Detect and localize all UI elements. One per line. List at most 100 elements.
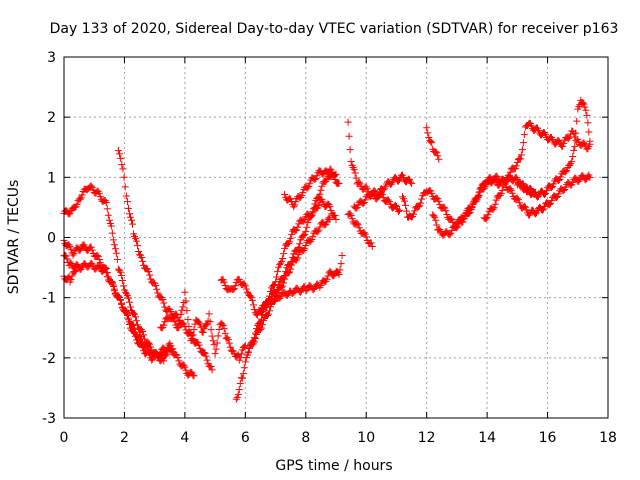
data-point bbox=[239, 370, 247, 378]
data-point bbox=[435, 155, 443, 163]
data-point bbox=[105, 216, 113, 224]
data-point bbox=[135, 248, 143, 256]
data-point bbox=[224, 336, 232, 344]
data-point bbox=[508, 189, 516, 197]
data-point bbox=[113, 256, 121, 264]
data-point bbox=[314, 228, 322, 236]
data-point bbox=[346, 146, 354, 154]
data-point bbox=[138, 335, 146, 343]
data-point bbox=[229, 347, 237, 355]
data-point bbox=[189, 331, 197, 339]
data-point bbox=[65, 241, 73, 249]
data-point bbox=[190, 326, 198, 334]
data-point bbox=[461, 213, 469, 221]
x-tick-label: 8 bbox=[301, 430, 310, 446]
data-point bbox=[267, 287, 275, 295]
series-arc-12 bbox=[344, 118, 416, 203]
data-point bbox=[190, 372, 198, 380]
x-tick-label: 6 bbox=[241, 430, 250, 446]
data-point bbox=[303, 223, 311, 231]
data-point bbox=[323, 275, 331, 283]
data-point bbox=[125, 210, 133, 218]
data-point bbox=[177, 310, 185, 318]
data-point bbox=[355, 178, 363, 186]
data-point bbox=[362, 233, 370, 241]
data-point bbox=[512, 174, 520, 182]
data-point bbox=[302, 242, 310, 250]
data-point bbox=[169, 314, 177, 322]
data-point bbox=[250, 338, 258, 346]
data-point bbox=[520, 131, 528, 139]
series-arc-6 bbox=[157, 288, 249, 364]
data-point bbox=[249, 340, 257, 348]
data-point bbox=[418, 195, 426, 203]
data-point bbox=[315, 202, 323, 210]
data-point bbox=[245, 345, 253, 353]
data-point bbox=[522, 206, 530, 214]
data-point bbox=[117, 154, 125, 162]
data-point bbox=[354, 221, 362, 229]
data-point bbox=[491, 200, 499, 208]
data-point bbox=[202, 321, 210, 329]
data-point bbox=[391, 201, 399, 209]
data-point bbox=[120, 173, 128, 181]
data-point bbox=[229, 286, 237, 294]
data-point bbox=[117, 271, 125, 279]
data-point bbox=[560, 139, 568, 147]
data-point bbox=[302, 228, 310, 236]
data-point bbox=[160, 357, 168, 365]
data-point bbox=[555, 137, 563, 145]
data-point bbox=[278, 283, 286, 291]
data-point bbox=[467, 205, 475, 213]
data-point bbox=[114, 147, 122, 155]
data-point bbox=[160, 299, 168, 307]
data-point bbox=[401, 197, 409, 205]
data-point bbox=[506, 168, 514, 176]
data-point bbox=[76, 246, 84, 254]
data-point bbox=[273, 273, 281, 281]
data-point bbox=[126, 213, 134, 221]
data-point bbox=[410, 210, 418, 218]
data-point bbox=[447, 229, 455, 237]
data-point bbox=[512, 162, 520, 170]
data-point bbox=[72, 267, 80, 275]
data-point bbox=[395, 206, 403, 214]
data-point bbox=[353, 219, 361, 227]
data-point bbox=[119, 165, 127, 173]
data-point bbox=[225, 339, 233, 347]
data-point bbox=[111, 289, 119, 297]
data-point bbox=[238, 374, 246, 382]
data-point bbox=[298, 192, 306, 200]
data-point bbox=[475, 192, 483, 200]
data-point bbox=[195, 341, 203, 349]
data-point bbox=[161, 318, 169, 326]
data-point bbox=[257, 324, 265, 332]
data-point bbox=[571, 143, 579, 151]
data-point bbox=[336, 266, 344, 274]
data-point bbox=[255, 319, 263, 327]
data-point bbox=[434, 152, 442, 160]
data-point bbox=[580, 100, 588, 108]
data-point bbox=[289, 290, 297, 298]
data-point bbox=[221, 329, 229, 337]
data-point bbox=[570, 146, 578, 154]
data-point bbox=[73, 200, 81, 208]
data-point bbox=[96, 193, 104, 201]
data-point bbox=[309, 208, 317, 216]
data-point bbox=[325, 214, 333, 222]
data-point bbox=[125, 320, 133, 328]
data-point bbox=[300, 247, 308, 255]
data-point bbox=[583, 111, 591, 119]
data-point bbox=[281, 275, 289, 283]
data-point bbox=[87, 182, 95, 190]
data-point bbox=[290, 203, 298, 211]
data-point bbox=[200, 348, 208, 356]
data-point bbox=[428, 189, 436, 197]
data-point bbox=[256, 307, 264, 315]
data-point bbox=[116, 150, 124, 158]
y-tick-label: 3 bbox=[47, 50, 56, 66]
data-point bbox=[295, 251, 303, 259]
data-point bbox=[307, 237, 315, 245]
data-point bbox=[64, 274, 72, 282]
data-point bbox=[124, 316, 132, 324]
